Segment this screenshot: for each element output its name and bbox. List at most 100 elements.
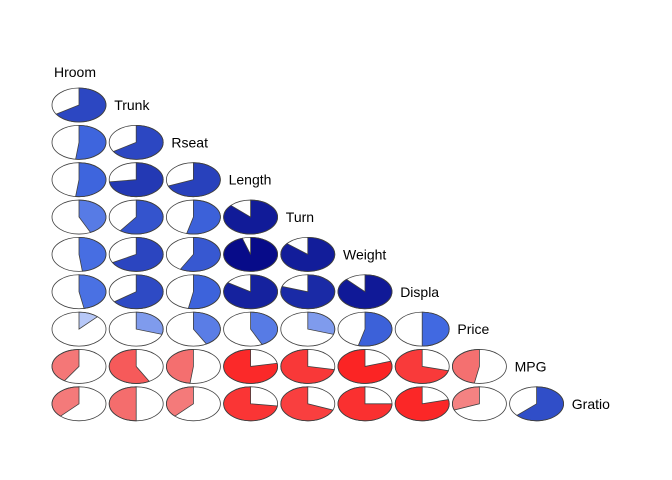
pie-outline <box>108 311 164 347</box>
pie-mpg-trunk <box>108 349 164 384</box>
pie-displa-hroom <box>51 274 107 310</box>
pie-mpg-length <box>223 349 279 384</box>
pie-outline <box>223 274 279 310</box>
variable-label-hroom: Hroom <box>54 64 96 80</box>
pie-length-hroom <box>51 162 107 198</box>
pie-weight-length <box>223 236 279 272</box>
pie-weight-rseat <box>165 236 221 272</box>
pie-outline <box>394 311 450 347</box>
pie-trunk-hroom <box>51 87 107 123</box>
pie-outline <box>165 274 221 310</box>
pie-gratio-rseat <box>165 386 221 422</box>
variable-label-mpg: MPG <box>515 358 547 374</box>
pie-weight-hroom <box>51 236 107 272</box>
pie-outline <box>51 199 107 235</box>
pie-outline <box>223 311 279 347</box>
pie-outline <box>165 349 221 384</box>
pie-outline <box>51 87 107 123</box>
pie-outline <box>280 236 336 272</box>
pie-outline <box>223 349 279 384</box>
variable-label-gratio: Gratio <box>572 396 610 412</box>
variable-label-price: Price <box>457 321 489 337</box>
pie-gratio-weight <box>337 386 393 422</box>
pie-outline <box>108 349 164 384</box>
pie-mpg-price <box>451 349 507 384</box>
pie-turn-hroom <box>51 199 107 235</box>
pie-outline <box>108 162 164 198</box>
pie-displa-rseat <box>165 274 221 310</box>
pie-outline <box>280 274 336 310</box>
pie-slice <box>75 124 107 160</box>
pie-gratio-trunk <box>108 386 164 422</box>
pie-mpg-weight <box>337 349 393 384</box>
pie-outline <box>108 274 164 310</box>
pie-price-rseat <box>165 311 221 347</box>
pie-displa-length <box>223 274 279 310</box>
pie-outline <box>223 236 279 272</box>
pie-outline <box>223 386 279 422</box>
pie-price-displa <box>394 311 450 347</box>
pie-gratio-price <box>451 386 507 422</box>
pie-gratio-length <box>223 386 279 422</box>
pie-slice <box>166 349 194 384</box>
pie-outline <box>108 236 164 272</box>
pie-gratio-displa <box>394 386 450 422</box>
variable-label-length: Length <box>229 172 272 188</box>
pie-outline <box>51 386 107 422</box>
pie-slice <box>108 386 137 422</box>
pie-outline <box>280 349 336 384</box>
pie-price-trunk <box>108 311 164 347</box>
pie-slice <box>78 274 107 309</box>
pie-mpg-displa <box>394 349 450 384</box>
pie-outline <box>165 386 221 422</box>
correlation-pies <box>51 87 564 422</box>
pie-outline <box>51 274 107 310</box>
pie-outline <box>51 236 107 272</box>
pie-slice <box>75 162 107 198</box>
pie-outline <box>51 124 107 160</box>
pie-outline <box>165 199 221 235</box>
variable-label-weight: Weight <box>343 246 386 262</box>
pie-price-hroom <box>51 311 107 347</box>
pie-outline <box>451 386 507 422</box>
pie-rseat-hroom <box>51 124 107 160</box>
pie-outline <box>108 386 164 422</box>
pie-length-rseat <box>165 162 221 198</box>
pie-outline <box>337 274 393 310</box>
pie-outline <box>223 199 279 235</box>
pie-mpg-hroom <box>51 349 107 384</box>
pie-length-trunk <box>108 162 164 198</box>
pie-outline <box>394 386 450 422</box>
pie-slice <box>187 274 221 310</box>
pie-turn-rseat <box>165 199 221 235</box>
pie-displa-weight <box>337 274 393 310</box>
pie-turn-length <box>223 199 279 235</box>
pie-price-length <box>223 311 279 347</box>
pie-mpg-turn <box>280 349 336 384</box>
pie-price-weight <box>337 311 393 347</box>
pie-outline <box>165 236 221 272</box>
variable-label-turn: Turn <box>286 209 314 225</box>
pie-outline <box>51 311 107 347</box>
pie-outline <box>280 386 336 422</box>
pie-outline <box>509 386 564 422</box>
pie-outline <box>337 386 393 422</box>
pie-slice <box>452 349 480 384</box>
pie-outline <box>51 162 107 198</box>
pie-displa-turn <box>280 274 336 310</box>
variable-label-displa: Displa <box>400 284 439 300</box>
pie-gratio-hroom <box>51 386 107 422</box>
pie-outline <box>451 349 507 384</box>
pie-outline <box>165 162 221 198</box>
pie-outline <box>51 349 107 384</box>
pie-gratio-mpg <box>509 386 564 422</box>
pie-price-turn <box>280 311 336 347</box>
pie-outline <box>108 199 164 235</box>
pie-slice <box>421 311 450 347</box>
pie-slice <box>78 236 107 272</box>
pie-turn-trunk <box>108 199 164 235</box>
pie-gratio-turn <box>280 386 336 422</box>
pie-outline <box>337 311 393 347</box>
pie-outline <box>280 311 336 347</box>
